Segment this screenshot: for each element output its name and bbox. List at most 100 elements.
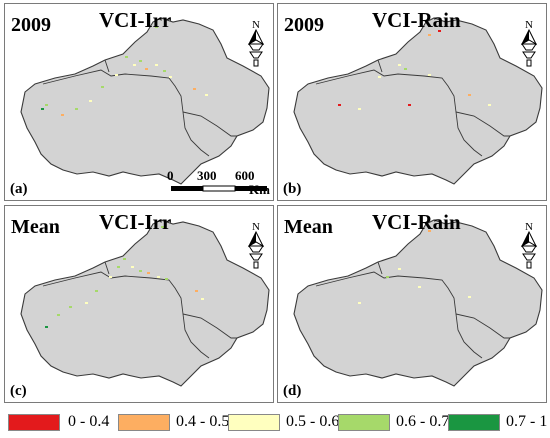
region-map bbox=[293, 17, 543, 185]
north-label: N bbox=[525, 19, 533, 31]
region-map bbox=[293, 219, 543, 387]
vci-pixel bbox=[101, 86, 104, 88]
vci-pixel bbox=[438, 30, 441, 32]
north-arrow-band bbox=[248, 245, 264, 253]
legend-label: 0 - 0.4 bbox=[68, 413, 110, 430]
panel-tag: (d) bbox=[283, 383, 302, 399]
panel-tag: (c) bbox=[10, 383, 27, 399]
basin-boundary bbox=[104, 261, 110, 275]
panel-index-label: VCI-Irr bbox=[99, 8, 172, 32]
land-area bbox=[20, 17, 270, 185]
panel-tag: (b) bbox=[283, 181, 302, 197]
panel-index-label: VCI-Rain bbox=[372, 210, 461, 234]
region-map bbox=[20, 17, 270, 185]
land-area bbox=[293, 219, 543, 387]
vci-pixel bbox=[398, 268, 401, 270]
panel-year-label: 2009 bbox=[284, 14, 324, 36]
basin-boundary bbox=[104, 59, 110, 73]
vci-pixel bbox=[408, 104, 411, 106]
vci-pixel bbox=[61, 114, 64, 116]
north-label: N bbox=[525, 221, 533, 233]
north-label: N bbox=[252, 221, 260, 233]
panel-tag: (a) bbox=[10, 181, 28, 197]
basin-boundary bbox=[455, 313, 510, 339]
vci-pixel bbox=[418, 286, 421, 288]
north-arrow-band bbox=[522, 51, 536, 59]
vci-pixel bbox=[169, 76, 172, 78]
land-area bbox=[293, 17, 543, 185]
vci-pixel bbox=[468, 296, 471, 298]
map-panel-a: 2009 VCI-Irr (a) N 0 300 600 Km bbox=[4, 3, 274, 201]
north-arrow-band bbox=[521, 43, 537, 51]
vci-pixel bbox=[131, 266, 134, 268]
legend-label: 0.7 - 1 bbox=[506, 413, 548, 430]
vci-pixel bbox=[163, 70, 166, 72]
map-panel-b: 2009 VCI-Rain (b) N bbox=[277, 3, 547, 201]
vci-pixel bbox=[117, 266, 120, 268]
vci-pixel bbox=[57, 314, 60, 316]
legend-swatch bbox=[228, 414, 280, 431]
legend-swatch bbox=[338, 414, 390, 431]
region-map bbox=[20, 219, 270, 387]
vci-pixel bbox=[205, 94, 208, 96]
north-arrow-shade bbox=[522, 232, 529, 246]
basin-boundary bbox=[315, 69, 483, 157]
north-arrow-band bbox=[248, 43, 264, 51]
legend-swatch bbox=[118, 414, 170, 431]
legend-swatch bbox=[8, 414, 60, 431]
vci-pixel bbox=[428, 230, 431, 232]
vci-pixel bbox=[155, 64, 158, 66]
vci-pixel bbox=[468, 94, 471, 96]
panel-year-label: Mean bbox=[284, 216, 333, 238]
vci-pixel bbox=[358, 302, 361, 304]
vci-pixel bbox=[139, 60, 142, 62]
basin-boundary bbox=[455, 111, 510, 137]
vci-pixel bbox=[157, 276, 160, 278]
basin-boundary bbox=[182, 111, 237, 137]
scale-unit: Km bbox=[249, 182, 270, 197]
north-arrow-shade bbox=[249, 30, 256, 44]
panel-index-label: VCI-Rain bbox=[372, 8, 461, 32]
vci-pixel bbox=[109, 276, 112, 278]
legend: 0 - 0.4 0.4 - 0.5 0.5 - 0.6 0.6 - 0.7 0.… bbox=[0, 410, 550, 436]
vci-pixel bbox=[386, 276, 389, 278]
north-arrow-base bbox=[526, 261, 532, 269]
legend-label: 0.5 - 0.6 bbox=[286, 413, 340, 430]
vci-pixel bbox=[161, 226, 164, 228]
vci-pixel bbox=[45, 104, 48, 106]
vci-pixel bbox=[145, 68, 148, 70]
north-arrow-icon: N bbox=[247, 19, 265, 67]
vci-pixel bbox=[428, 74, 431, 76]
north-arrow-band bbox=[521, 245, 537, 253]
vci-pixel bbox=[398, 64, 401, 66]
vci-pixel bbox=[338, 104, 341, 106]
vci-pixel bbox=[488, 104, 491, 106]
basin-boundary bbox=[377, 59, 383, 73]
panel-year-label: Mean bbox=[11, 216, 60, 238]
vci-pixel bbox=[133, 64, 136, 66]
vci-pixel bbox=[139, 270, 142, 272]
vci-pixel bbox=[201, 298, 204, 300]
north-arrow-band bbox=[249, 51, 263, 59]
scale-tick-600: 600 bbox=[235, 168, 255, 183]
legend-label: 0.6 - 0.7 bbox=[396, 413, 450, 430]
north-arrow-base bbox=[253, 59, 259, 67]
land-area bbox=[20, 219, 270, 387]
north-arrow-shade bbox=[522, 30, 529, 44]
north-arrow-base bbox=[526, 59, 532, 67]
basin-boundary bbox=[315, 271, 483, 359]
vci-pixel bbox=[45, 326, 48, 328]
vci-pixel bbox=[165, 278, 168, 280]
north-arrow-band bbox=[249, 253, 263, 261]
basin-boundary bbox=[182, 313, 237, 339]
vci-pixel bbox=[69, 306, 72, 308]
basin-boundary bbox=[377, 261, 383, 275]
scale-bar-graphic bbox=[171, 185, 267, 192]
panel-index-label: VCI-Irr bbox=[99, 210, 172, 234]
north-arrow-icon: N bbox=[247, 221, 265, 269]
vci-pixel bbox=[115, 74, 118, 76]
north-arrow-shade bbox=[249, 232, 256, 246]
scale-tick-300: 300 bbox=[197, 168, 217, 183]
vci-pixel bbox=[155, 26, 158, 28]
vci-pixel bbox=[358, 108, 361, 110]
